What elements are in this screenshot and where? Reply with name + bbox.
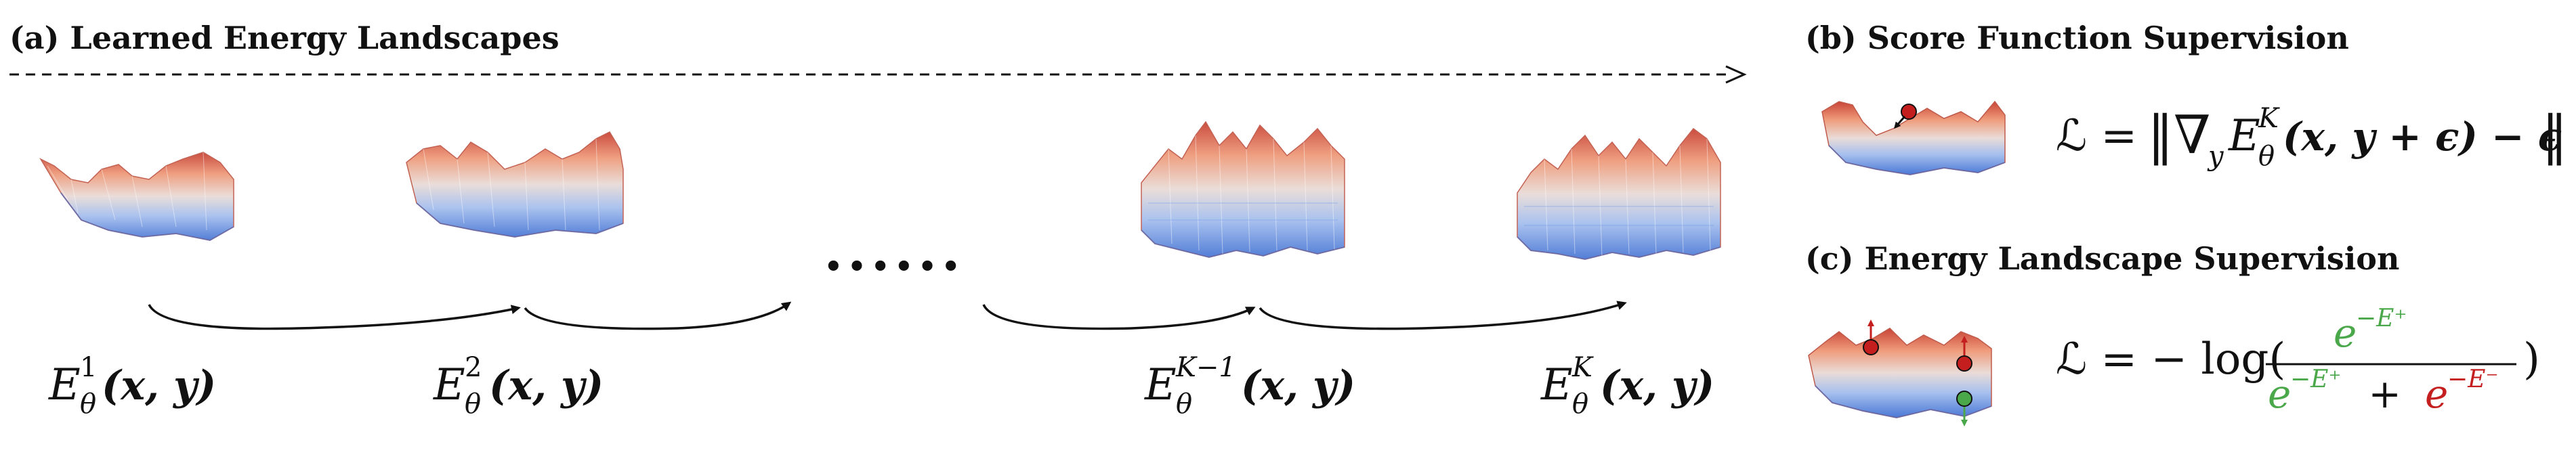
label-1-sup: 1 bbox=[80, 352, 97, 383]
label-k-minus-1-args: (x, y) bbox=[1241, 362, 1355, 410]
score-loss-formula: ℒ = ‖∇ y E θ K (x, y + ϵ) − ϵ ‖ bbox=[2056, 103, 2568, 172]
label-k-minus-1-base: E bbox=[1144, 360, 1177, 410]
label-2-sup: 2 bbox=[465, 352, 482, 383]
label-k-sub: θ bbox=[1572, 389, 1588, 420]
panel-c-title: (c) Energy Landscape Supervision bbox=[1805, 240, 2399, 277]
denominator-positive-e: e bbox=[2268, 371, 2291, 417]
denominator-negative-exponent: −E⁻ bbox=[2447, 366, 2498, 393]
label-k-minus-1-sup: K−1 bbox=[1175, 352, 1236, 383]
label-2-args: (x, y) bbox=[489, 362, 604, 410]
positive-sample-dot bbox=[1956, 391, 1972, 407]
energy-label-2: E θ 2 (x, y) bbox=[433, 352, 604, 420]
label-1-base: E bbox=[48, 360, 81, 410]
label-k-minus-1-sub: θ bbox=[1176, 389, 1192, 420]
negative-sample-dot-1 bbox=[1863, 339, 1879, 355]
transition-arrow-prev-k-minus-1 bbox=[982, 304, 1256, 330]
score-direction-arrow bbox=[1894, 116, 1906, 129]
score-loss-E: E bbox=[2228, 111, 2260, 161]
numerator-e: e bbox=[2334, 310, 2357, 356]
score-loss-norm-close: ‖ bbox=[2541, 105, 2568, 166]
score-loss-E-sup: K bbox=[2258, 103, 2280, 134]
dashed-arrow-head bbox=[1725, 65, 1747, 84]
perturbed-sample-dot bbox=[1901, 104, 1917, 120]
energy-label-k-minus-1: E θ K−1 (x, y) bbox=[1144, 352, 1355, 420]
energy-landscape-2 bbox=[406, 131, 624, 238]
label-2-base: E bbox=[433, 360, 465, 410]
score-loss-grad-sub: y bbox=[2207, 141, 2224, 172]
denominator-positive-exponent: −E⁺ bbox=[2290, 366, 2341, 393]
panel-b-title: (b) Score Function Supervision bbox=[1805, 20, 2349, 56]
label-k-args: (x, y) bbox=[1600, 362, 1714, 410]
contrastive-loss-close: ) bbox=[2523, 334, 2540, 384]
score-loss-lhs: ℒ = bbox=[2056, 111, 2137, 161]
contrastive-landscape-illustration bbox=[1808, 319, 1992, 426]
energy-landscape-1 bbox=[39, 152, 234, 242]
score-loss-args: (x, y + ϵ) − ϵ bbox=[2283, 114, 2562, 160]
label-k-sup: K bbox=[1571, 352, 1594, 383]
label-k-base: E bbox=[1540, 360, 1573, 410]
denominator-negative-e: e bbox=[2425, 371, 2448, 417]
denominator-plus: + bbox=[2356, 371, 2413, 417]
label-1-sub: θ bbox=[80, 389, 96, 420]
energy-landscape-k-minus-1 bbox=[1141, 120, 1345, 259]
energy-label-k: E θ K (x, y) bbox=[1540, 352, 1714, 420]
energy-label-1: E θ 1 (x, y) bbox=[48, 352, 216, 420]
negative-sample-dot-2 bbox=[1956, 355, 1972, 372]
score-landscape-illustration bbox=[1821, 100, 2006, 176]
energy-landscape-k bbox=[1517, 127, 1721, 261]
transition-arrow-1-2 bbox=[148, 304, 521, 330]
contrastive-loss-formula: ℒ = − log( e −E⁺ e −E⁺ + e −E⁻ ) bbox=[2056, 305, 2540, 417]
contrastive-loss-lhs: ℒ = − log( bbox=[2056, 334, 2285, 384]
score-loss-E-sub: θ bbox=[2258, 141, 2275, 172]
transition-arrow-2-next bbox=[524, 301, 792, 330]
ellipsis-dots: •••••• bbox=[823, 247, 964, 288]
label-1-args: (x, y) bbox=[102, 362, 216, 410]
label-2-sub: θ bbox=[465, 389, 481, 420]
score-loss-norm-open: ‖∇ bbox=[2147, 105, 2210, 166]
panel-a-title: (a) Learned Energy Landscapes bbox=[9, 20, 559, 56]
numerator-exponent: −E⁺ bbox=[2356, 305, 2407, 332]
transition-arrow-k-minus-1-k bbox=[1259, 301, 1627, 330]
